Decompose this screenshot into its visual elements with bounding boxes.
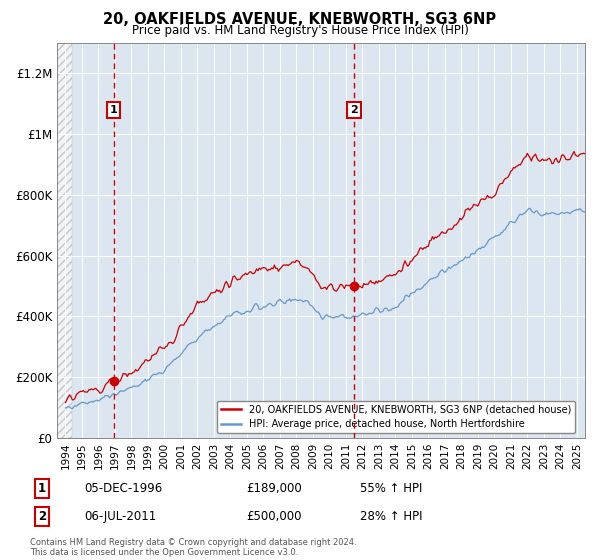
Text: 55% ↑ HPI: 55% ↑ HPI <box>360 482 422 495</box>
Text: £189,000: £189,000 <box>246 482 302 495</box>
Text: 28% ↑ HPI: 28% ↑ HPI <box>360 510 422 523</box>
Bar <box>57 43 73 438</box>
Text: 06-JUL-2011: 06-JUL-2011 <box>84 510 156 523</box>
Text: 2: 2 <box>350 105 358 115</box>
Text: 20, OAKFIELDS AVENUE, KNEBWORTH, SG3 6NP: 20, OAKFIELDS AVENUE, KNEBWORTH, SG3 6NP <box>103 12 497 27</box>
Text: £500,000: £500,000 <box>246 510 302 523</box>
Legend: 20, OAKFIELDS AVENUE, KNEBWORTH, SG3 6NP (detached house), HPI: Average price, d: 20, OAKFIELDS AVENUE, KNEBWORTH, SG3 6NP… <box>217 400 575 433</box>
Text: 1: 1 <box>110 105 118 115</box>
Text: Contains HM Land Registry data © Crown copyright and database right 2024.
This d: Contains HM Land Registry data © Crown c… <box>30 538 356 557</box>
Text: 1: 1 <box>38 482 46 495</box>
Text: 05-DEC-1996: 05-DEC-1996 <box>84 482 162 495</box>
Text: Price paid vs. HM Land Registry's House Price Index (HPI): Price paid vs. HM Land Registry's House … <box>131 24 469 37</box>
Text: 2: 2 <box>38 510 46 523</box>
